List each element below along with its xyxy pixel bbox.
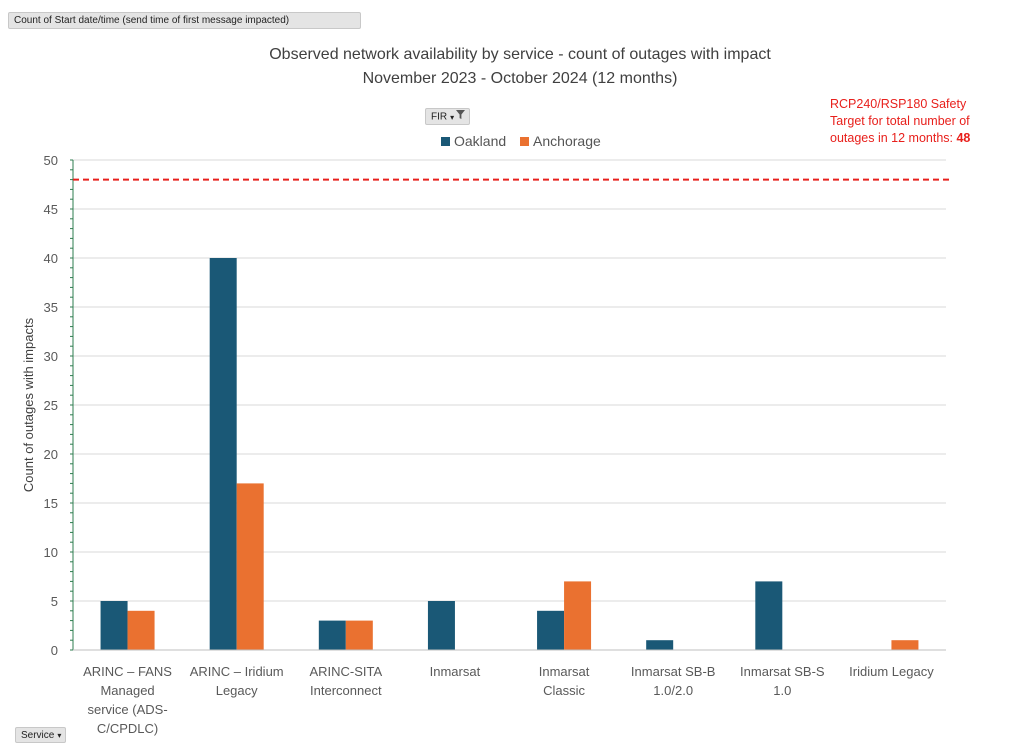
bar-anchorage-2 (345, 620, 373, 650)
y-tick-label: 0 (51, 643, 58, 658)
y-tick-label: 5 (51, 594, 58, 609)
bar-anchorage-7 (891, 640, 919, 650)
x-category-label: Inmarsat Classic (539, 664, 590, 698)
y-axis-title: Count of outages with impacts (21, 317, 36, 492)
annotation-line-2: Target for total number of (830, 114, 970, 128)
bar-oakland-3 (427, 601, 455, 650)
x-category-label: Inmarsat (430, 664, 481, 679)
bar-oakland-0 (100, 601, 128, 650)
annotation-target-value: 48 (956, 131, 971, 145)
annotation-line-3: outages in 12 months: (830, 131, 953, 145)
y-tick-label: 30 (44, 349, 58, 364)
bar-anchorage-0 (127, 610, 155, 650)
y-tick-label: 35 (44, 300, 58, 315)
service-field-label: Service (21, 730, 55, 741)
y-tick-label: 15 (44, 496, 58, 511)
legend-label-oakland: Oakland (454, 133, 507, 149)
x-category-label: ARINC-SITA Interconnect (309, 664, 382, 698)
safety-target-annotation: RCP240/RSP180 Safety Target for total nu… (830, 96, 1020, 147)
fir-filter-label: FIR (431, 111, 448, 123)
bar-oakland-2 (318, 620, 346, 650)
y-tick-label: 40 (44, 251, 58, 266)
bar-oakland-5 (646, 640, 674, 650)
y-tick-label: 50 (44, 153, 58, 168)
legend-item-oakland: Oakland (441, 133, 506, 149)
annotation-line-1: RCP240/RSP180 Safety (830, 97, 967, 111)
value-field-button[interactable]: Count of Start date/time (send time of f… (8, 12, 361, 29)
x-category-label: Iridium Legacy (849, 664, 934, 679)
y-tick-label: 10 (44, 545, 58, 560)
bar-anchorage-1 (236, 483, 264, 650)
funnel-icon (456, 110, 466, 124)
x-category-label: Inmarsat SB-S 1.0 (740, 664, 825, 698)
chart-subtitle: November 2023 - October 2024 (12 months) (362, 70, 678, 87)
service-field-button[interactable]: Service ▾ (15, 727, 67, 743)
chart-title: Observed network availability by service… (269, 46, 771, 63)
bar-oakland-1 (209, 258, 237, 650)
y-tick-label: 20 (44, 447, 58, 462)
dropdown-arrow-icon: ▾ (57, 731, 62, 740)
bar-anchorage-4 (564, 581, 592, 650)
x-category-label: Inmarsat SB-B 1.0/2.0 (631, 664, 716, 698)
x-category-label: ARINC – Iridium Legacy (190, 664, 284, 698)
y-tick-label: 25 (44, 398, 58, 413)
legend-swatch-anchorage (520, 137, 530, 146)
legend-label-anchorage: Anchorage (533, 133, 601, 149)
dropdown-arrow-icon: ▾ (450, 112, 455, 122)
bar-oakland-4 (537, 610, 565, 650)
bar-oakland-6 (755, 581, 783, 650)
legend-item-anchorage: Anchorage (520, 133, 601, 149)
legend-swatch-oakland (441, 137, 450, 146)
fir-filter-button[interactable]: FIR ▾ (425, 108, 471, 125)
x-category-label: ARINC – FANS Managed service (ADS-C/CPDLC) (83, 664, 172, 736)
chart-legend: Oakland Anchorage (441, 133, 611, 149)
y-tick-label: 45 (44, 202, 58, 217)
